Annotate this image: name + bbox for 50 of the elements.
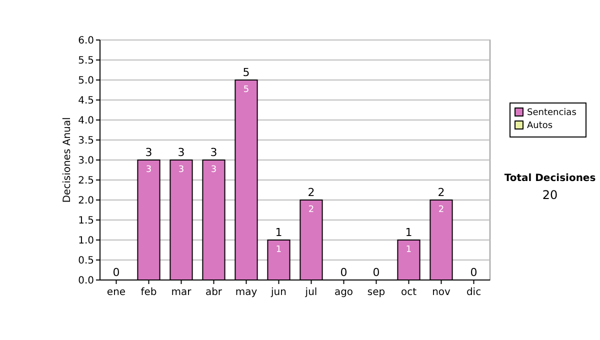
x-tick-label: dic — [466, 287, 482, 298]
y-tick-label: 0.5 — [78, 256, 94, 266]
data-label: 3 — [178, 165, 184, 175]
total-label: 3 — [210, 146, 218, 159]
y-tick-label: 1.0 — [78, 236, 94, 246]
x-tick-label: may — [235, 287, 258, 298]
y-tick-label: 5.5 — [78, 56, 94, 66]
x-tick-label: jun — [270, 287, 286, 298]
total-label: 0 — [340, 266, 348, 279]
y-axis-title: Decisiones Anual — [62, 117, 73, 203]
total-label: 0 — [372, 266, 380, 279]
y-tick-label: 6.0 — [78, 36, 94, 46]
text: Total Decisiones — [504, 173, 596, 184]
x-tick-label: feb — [140, 287, 157, 298]
data-label: 1 — [406, 245, 412, 255]
total-label: 2 — [438, 186, 445, 199]
y-tick-label: 0.0 — [78, 276, 94, 286]
total-label: 5 — [242, 66, 250, 79]
data-label: 5 — [243, 85, 250, 95]
x-tick-label: jul — [304, 287, 318, 298]
x-tick-label: sep — [367, 287, 386, 298]
y-tick-label: 3.0 — [78, 156, 94, 166]
legend-label: Sentencias — [527, 108, 577, 118]
data-label: 3 — [146, 165, 152, 175]
y-tick-label: 4.5 — [78, 96, 94, 106]
total-label: 2 — [308, 186, 315, 199]
x-tick-label: ene — [106, 287, 126, 298]
total-label: 1 — [275, 226, 282, 239]
x-tick-label: nov — [432, 287, 451, 298]
total-label: 0 — [470, 266, 478, 279]
y-tick-label: 3.5 — [78, 136, 94, 146]
x-tick-label: oct — [400, 287, 417, 298]
data-label: 3 — [210, 165, 217, 175]
y-tick-label: 2.0 — [78, 196, 94, 206]
y-tick-label: 4.0 — [78, 116, 94, 126]
y-tick-label: 1.5 — [78, 216, 94, 226]
total-label: 3 — [178, 146, 185, 159]
data-label: 2 — [438, 205, 444, 215]
legend-label: Autos — [527, 121, 553, 131]
x-tick-label: mar — [171, 287, 192, 298]
y-tick-label: 5.0 — [78, 76, 94, 86]
total-label: 1 — [405, 226, 412, 239]
total-label: 0 — [112, 266, 120, 279]
x-tick-label: ago — [334, 287, 354, 298]
data-label: 2 — [308, 205, 314, 215]
data-label: 1 — [276, 245, 282, 255]
text: 20 — [542, 188, 558, 202]
total-label: 3 — [145, 146, 152, 159]
y-tick-label: 2.5 — [78, 176, 94, 186]
x-tick-label: abr — [205, 287, 223, 298]
